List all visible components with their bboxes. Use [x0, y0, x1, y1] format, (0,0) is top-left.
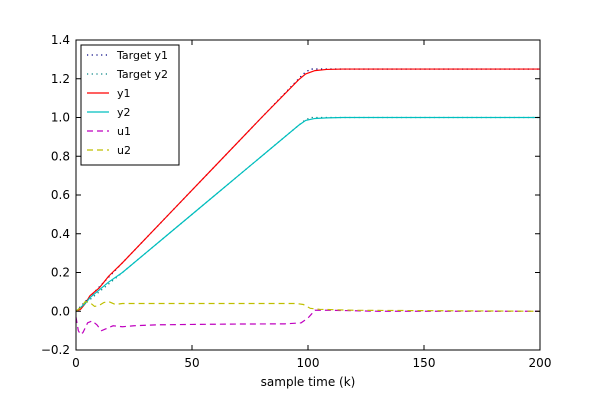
legend-box: [80, 44, 180, 166]
legend-label: y1: [117, 87, 131, 100]
y-tick-label: 0.8: [51, 149, 70, 163]
y-tick-label: 0.6: [51, 188, 70, 202]
y-tick-label: 0.4: [51, 227, 70, 241]
legend-label: u1: [117, 125, 131, 138]
series-line-y2: [75, 116, 540, 312]
series-line-y1: [75, 68, 540, 312]
y-tick-label: 1.0: [51, 111, 70, 125]
y-tick-label: 0.2: [51, 266, 70, 280]
legend-label: u2: [117, 144, 131, 157]
x-tick-label: 200: [529, 356, 552, 370]
series-layer: [75, 68, 541, 336]
x-tick-label: 150: [413, 356, 436, 370]
ticks-layer: 0 50 100 150 200 −0.2 0.0 0.2 0.4 0.6 0.8 1.0 1.2 1.4: [41, 33, 552, 370]
y-tick-label: −0.2: [41, 343, 70, 357]
legend: Target y1 Target y2 y1 y2 u1 u2: [80, 44, 180, 166]
x-axis-label: sample time (k): [261, 375, 356, 389]
x-tick-label: 100: [297, 356, 320, 370]
y-tick-label: 1.4: [51, 33, 70, 47]
y-tick-label: 0.0: [51, 304, 70, 318]
series-line-u1: [75, 309, 540, 336]
series-line-u2: [75, 300, 541, 312]
legend-label: Target y1: [116, 49, 168, 62]
y-tick-label: 1.2: [51, 72, 70, 86]
legend-label: y2: [117, 106, 131, 119]
legend-label: Target y2: [116, 68, 168, 81]
x-tick-label: 0: [72, 356, 80, 370]
x-tick-label: 50: [184, 356, 199, 370]
